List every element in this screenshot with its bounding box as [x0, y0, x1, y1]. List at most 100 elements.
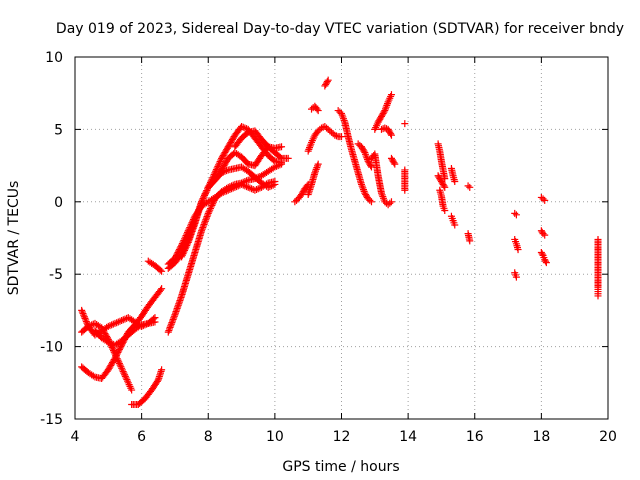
data-point: [338, 133, 345, 141]
data-point: [111, 319, 119, 327]
data-point: [169, 317, 177, 325]
data-point: [109, 320, 117, 328]
data-point: [198, 225, 206, 233]
data-point: [466, 183, 474, 191]
data-point: [314, 107, 322, 115]
data-point: [158, 285, 166, 293]
data-point: [323, 78, 331, 86]
data-point: [167, 320, 175, 328]
data-point: [201, 191, 209, 199]
data-point: [79, 310, 87, 318]
data-point: [119, 316, 127, 324]
data-point: [207, 203, 215, 211]
data-point: [170, 312, 178, 320]
data-point: [165, 325, 173, 333]
data-point: [386, 199, 394, 207]
data-point: [201, 217, 209, 225]
data-point: [221, 188, 229, 196]
data-point: [216, 158, 224, 166]
data-point: [121, 372, 129, 380]
data-point: [541, 196, 549, 204]
data-point: [271, 180, 279, 188]
data-point: [226, 185, 234, 193]
data-point: [158, 267, 166, 275]
data-point: [204, 211, 212, 219]
data-point: [118, 317, 126, 325]
data-point: [78, 308, 86, 316]
data-point: [106, 322, 114, 330]
data-point: [241, 182, 249, 190]
data-point: [183, 242, 191, 250]
data-points: [78, 76, 602, 409]
data-point: [116, 317, 124, 325]
x-tick-label: 12: [333, 429, 351, 445]
data-point: [246, 184, 254, 192]
data-point: [594, 292, 602, 300]
data-point: [466, 237, 474, 245]
data-point: [206, 206, 214, 214]
data-point: [86, 322, 94, 330]
data-point: [538, 250, 546, 258]
data-point: [178, 253, 186, 261]
data-point: [199, 224, 207, 232]
data-point: [89, 372, 97, 380]
data-point: [441, 206, 449, 214]
data-point: [112, 351, 120, 359]
x-tick-label: 10: [266, 429, 284, 445]
data-point: [114, 318, 122, 326]
data-point: [512, 273, 520, 281]
data-point: [215, 161, 223, 169]
data-point: [251, 186, 259, 194]
data-point: [121, 371, 129, 379]
data-point: [440, 182, 448, 190]
data-point: [254, 185, 262, 193]
data-point: [170, 314, 178, 322]
data-point: [451, 221, 459, 229]
data-point: [122, 374, 130, 382]
data-point: [181, 245, 189, 253]
data-point: [512, 211, 520, 219]
y-tick-label: -15: [40, 412, 63, 428]
data-point: [201, 190, 209, 198]
data-point: [181, 246, 189, 254]
data-point: [80, 311, 88, 319]
y-tick-label: -10: [40, 340, 63, 356]
y-tick-label: 5: [54, 122, 63, 138]
data-point: [511, 209, 519, 217]
data-point: [268, 182, 276, 190]
data-point: [270, 156, 278, 164]
data-point: [178, 251, 186, 259]
x-tick-label: 8: [204, 429, 213, 445]
data-point: [115, 358, 123, 366]
data-point: [203, 213, 211, 221]
data-point: [377, 125, 385, 133]
data-point: [117, 363, 125, 371]
data-point: [269, 181, 277, 189]
data-point: [198, 196, 206, 204]
data-point: [264, 183, 272, 191]
data-point: [198, 227, 206, 235]
data-point: [168, 319, 176, 327]
data-point: [184, 240, 192, 248]
data-point: [120, 369, 128, 377]
x-tick-label: 16: [466, 429, 484, 445]
data-point: [366, 196, 374, 204]
data-point: [276, 153, 284, 161]
data-point: [114, 356, 122, 364]
data-point: [223, 187, 231, 195]
data-point: [199, 222, 207, 230]
data-point: [200, 193, 208, 201]
data-point: [224, 186, 232, 194]
data-point: [201, 219, 209, 227]
data-point: [284, 154, 292, 162]
data-point: [109, 347, 117, 355]
data-point: [229, 184, 237, 192]
data-point: [451, 178, 459, 186]
data-point: [223, 167, 231, 175]
data-point: [112, 353, 120, 361]
data-point: [182, 243, 190, 251]
data-point: [158, 366, 166, 374]
data-point: [110, 348, 118, 356]
data-point: [539, 230, 547, 238]
